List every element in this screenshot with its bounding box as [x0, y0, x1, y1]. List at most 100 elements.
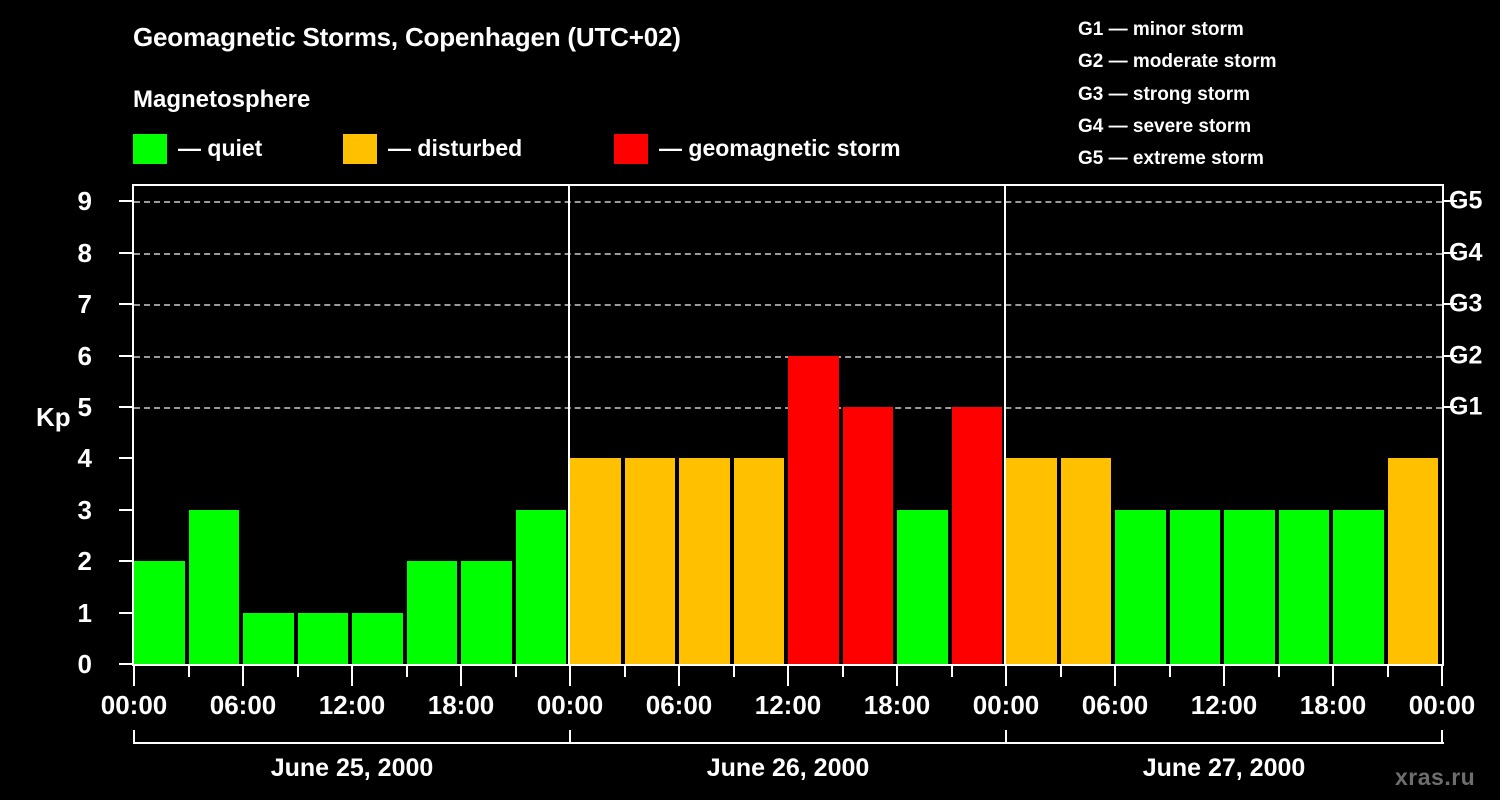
bar-20-quiet[interactable] [1224, 509, 1275, 664]
x-tick-17 [1059, 666, 1062, 677]
g-axis-tick-G5 [1444, 200, 1457, 203]
x-tick-23 [1386, 666, 1389, 677]
bar-13-storm[interactable] [842, 407, 893, 664]
y-tick-label-7: 7 [77, 289, 92, 320]
x-tick-0 [133, 666, 135, 686]
y-tick-mark-5 [119, 406, 132, 408]
date-bracket-tick-1 [569, 730, 571, 744]
x-tick-21 [1277, 666, 1280, 677]
x-tick-label-12: 00:00 [1408, 690, 1476, 720]
g-legend-item-5: G5 — extreme storm [1078, 148, 1264, 170]
date-bracket [133, 742, 1444, 744]
bar-14-quiet[interactable] [897, 509, 948, 664]
bar-4-quiet[interactable] [352, 612, 403, 664]
x-tick-label-6: 12:00 [754, 690, 822, 720]
plot-area [132, 184, 1444, 666]
bar-17-disturbed[interactable] [1060, 458, 1111, 664]
x-tick-1 [187, 666, 190, 677]
x-tick-12 [787, 666, 789, 686]
storm-legend: — geomagnetic storm [614, 133, 901, 165]
x-tick-label-9: 06:00 [1081, 690, 1149, 720]
y-tick-mark-7 [119, 303, 132, 306]
bar-12-storm[interactable] [788, 355, 839, 664]
x-tick-22 [1332, 666, 1334, 686]
x-tick-24 [1441, 666, 1443, 686]
gridline-kp-8 [134, 252, 1442, 255]
y-tick-label-1: 1 [77, 597, 92, 628]
bar-8-disturbed[interactable] [570, 458, 621, 664]
x-tick-4 [351, 666, 353, 686]
bar-11-disturbed[interactable] [733, 458, 784, 664]
date-bracket-tick-0 [133, 730, 135, 744]
g-axis-tick-G4 [1444, 251, 1457, 254]
watermark: xras.ru [1395, 764, 1476, 790]
y-axis-title: Kp [36, 402, 71, 432]
g-axis-tick-G1 [1444, 406, 1457, 408]
y-tick-label-2: 2 [77, 546, 92, 577]
bar-9-disturbed[interactable] [624, 458, 675, 664]
bar-1-quiet[interactable] [188, 509, 239, 664]
y-tick-mark-0 [119, 663, 132, 665]
x-tick-11 [732, 666, 735, 677]
g-legend-item-4: G4 — severe storm [1078, 115, 1252, 137]
date-label-3: June 27, 2000 [1142, 754, 1306, 782]
bar-19-quiet[interactable] [1169, 509, 1220, 664]
quiet-legend: — quiet [133, 133, 262, 165]
date-label-1: June 25, 2000 [270, 754, 434, 782]
x-tick-5 [405, 666, 408, 677]
x-tick-14 [896, 666, 898, 686]
day-separator-2 [1004, 186, 1006, 664]
x-tick-13 [841, 666, 844, 677]
x-tick-label-3: 18:00 [427, 690, 495, 720]
y-tick-label-6: 6 [77, 340, 92, 371]
g-legend-item-3: G3 — strong storm [1078, 83, 1251, 105]
bar-7-quiet[interactable] [515, 509, 566, 664]
bar-3-quiet[interactable] [297, 612, 348, 664]
legend-label-quiet: — quiet [178, 134, 263, 161]
bar-16-disturbed[interactable] [1006, 458, 1057, 664]
x-tick-label-11: 18:00 [1299, 690, 1367, 720]
storm-legend-swatch-icon [614, 134, 648, 164]
y-tick-mark-9 [119, 200, 132, 203]
x-tick-label-8: 00:00 [972, 690, 1040, 720]
x-tick-10 [678, 666, 680, 686]
x-tick-label-4: 00:00 [536, 690, 604, 720]
bar-15-storm[interactable] [951, 407, 1002, 664]
x-tick-label-10: 12:00 [1190, 690, 1258, 720]
bar-10-disturbed[interactable] [679, 458, 730, 664]
x-tick-label-0: 00:00 [100, 690, 168, 720]
bar-23-disturbed[interactable] [1387, 458, 1438, 664]
legend-label-storm: — geomagnetic storm [659, 134, 901, 161]
x-tick-7 [514, 666, 517, 677]
bar-22-quiet[interactable] [1333, 509, 1384, 664]
x-tick-2 [242, 666, 244, 686]
bar-2-quiet[interactable] [243, 612, 294, 664]
x-tick-19 [1168, 666, 1171, 677]
x-tick-label-5: 06:00 [645, 690, 713, 720]
bar-5-quiet[interactable] [406, 561, 457, 664]
y-tick-label-4: 4 [77, 443, 92, 474]
chart-subtitle: Magnetosphere [133, 86, 311, 113]
y-tick-label-0: 0 [77, 649, 92, 679]
bar-0-quiet[interactable] [134, 561, 185, 664]
x-tick-18 [1114, 666, 1116, 686]
gridline-kp-9 [134, 201, 1442, 204]
x-tick-8 [569, 666, 571, 686]
legend-label-disturbed: — disturbed [388, 134, 523, 161]
gridline-kp-7 [134, 304, 1442, 307]
x-tick-16 [1005, 666, 1007, 686]
date-label-2: June 26, 2000 [706, 754, 870, 782]
g-scale-legend: G1 — minor storm G2 — moderate storm G3 — … [1078, 14, 1277, 175]
g-axis-tick-G2 [1444, 354, 1457, 357]
bar-18-quiet[interactable] [1115, 509, 1166, 664]
bar-6-quiet[interactable] [461, 561, 512, 664]
disturbed-legend-swatch-icon [343, 134, 377, 164]
g-legend-item-1: G1 — minor storm [1078, 19, 1244, 40]
y-tick-mark-4 [119, 457, 132, 460]
bar-21-quiet[interactable] [1278, 509, 1329, 664]
g-axis-tick-G3 [1444, 303, 1457, 306]
x-tick-6 [460, 666, 462, 686]
y-tick-mark-2 [119, 560, 132, 563]
x-tick-20 [1223, 666, 1225, 686]
x-tick-9 [623, 666, 626, 677]
